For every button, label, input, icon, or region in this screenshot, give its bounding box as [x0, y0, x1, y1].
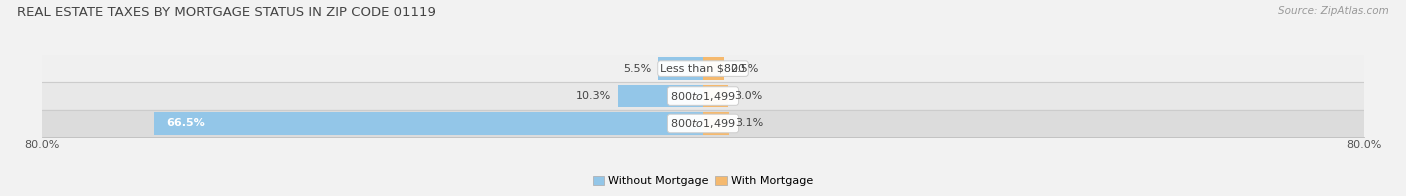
- Text: 10.3%: 10.3%: [576, 91, 612, 101]
- Bar: [42, 110, 1364, 137]
- Text: 66.5%: 66.5%: [166, 118, 205, 129]
- Text: REAL ESTATE TAXES BY MORTGAGE STATUS IN ZIP CODE 01119: REAL ESTATE TAXES BY MORTGAGE STATUS IN …: [17, 6, 436, 19]
- Bar: [617, 85, 703, 107]
- Text: 3.1%: 3.1%: [735, 118, 763, 129]
- Text: 3.0%: 3.0%: [734, 91, 762, 101]
- Legend: Without Mortgage, With Mortgage: Without Mortgage, With Mortgage: [588, 172, 818, 191]
- Bar: [703, 112, 728, 135]
- Text: 5.5%: 5.5%: [623, 64, 651, 74]
- Bar: [703, 85, 728, 107]
- Bar: [42, 82, 1364, 110]
- Bar: [42, 55, 1364, 82]
- Text: 2.5%: 2.5%: [730, 64, 759, 74]
- Text: $800 to $1,499: $800 to $1,499: [671, 117, 735, 130]
- Bar: [703, 57, 724, 80]
- Text: Less than $800: Less than $800: [661, 64, 745, 74]
- Bar: [658, 57, 703, 80]
- Bar: [153, 112, 703, 135]
- Text: $800 to $1,499: $800 to $1,499: [671, 90, 735, 103]
- Text: Source: ZipAtlas.com: Source: ZipAtlas.com: [1278, 6, 1389, 16]
